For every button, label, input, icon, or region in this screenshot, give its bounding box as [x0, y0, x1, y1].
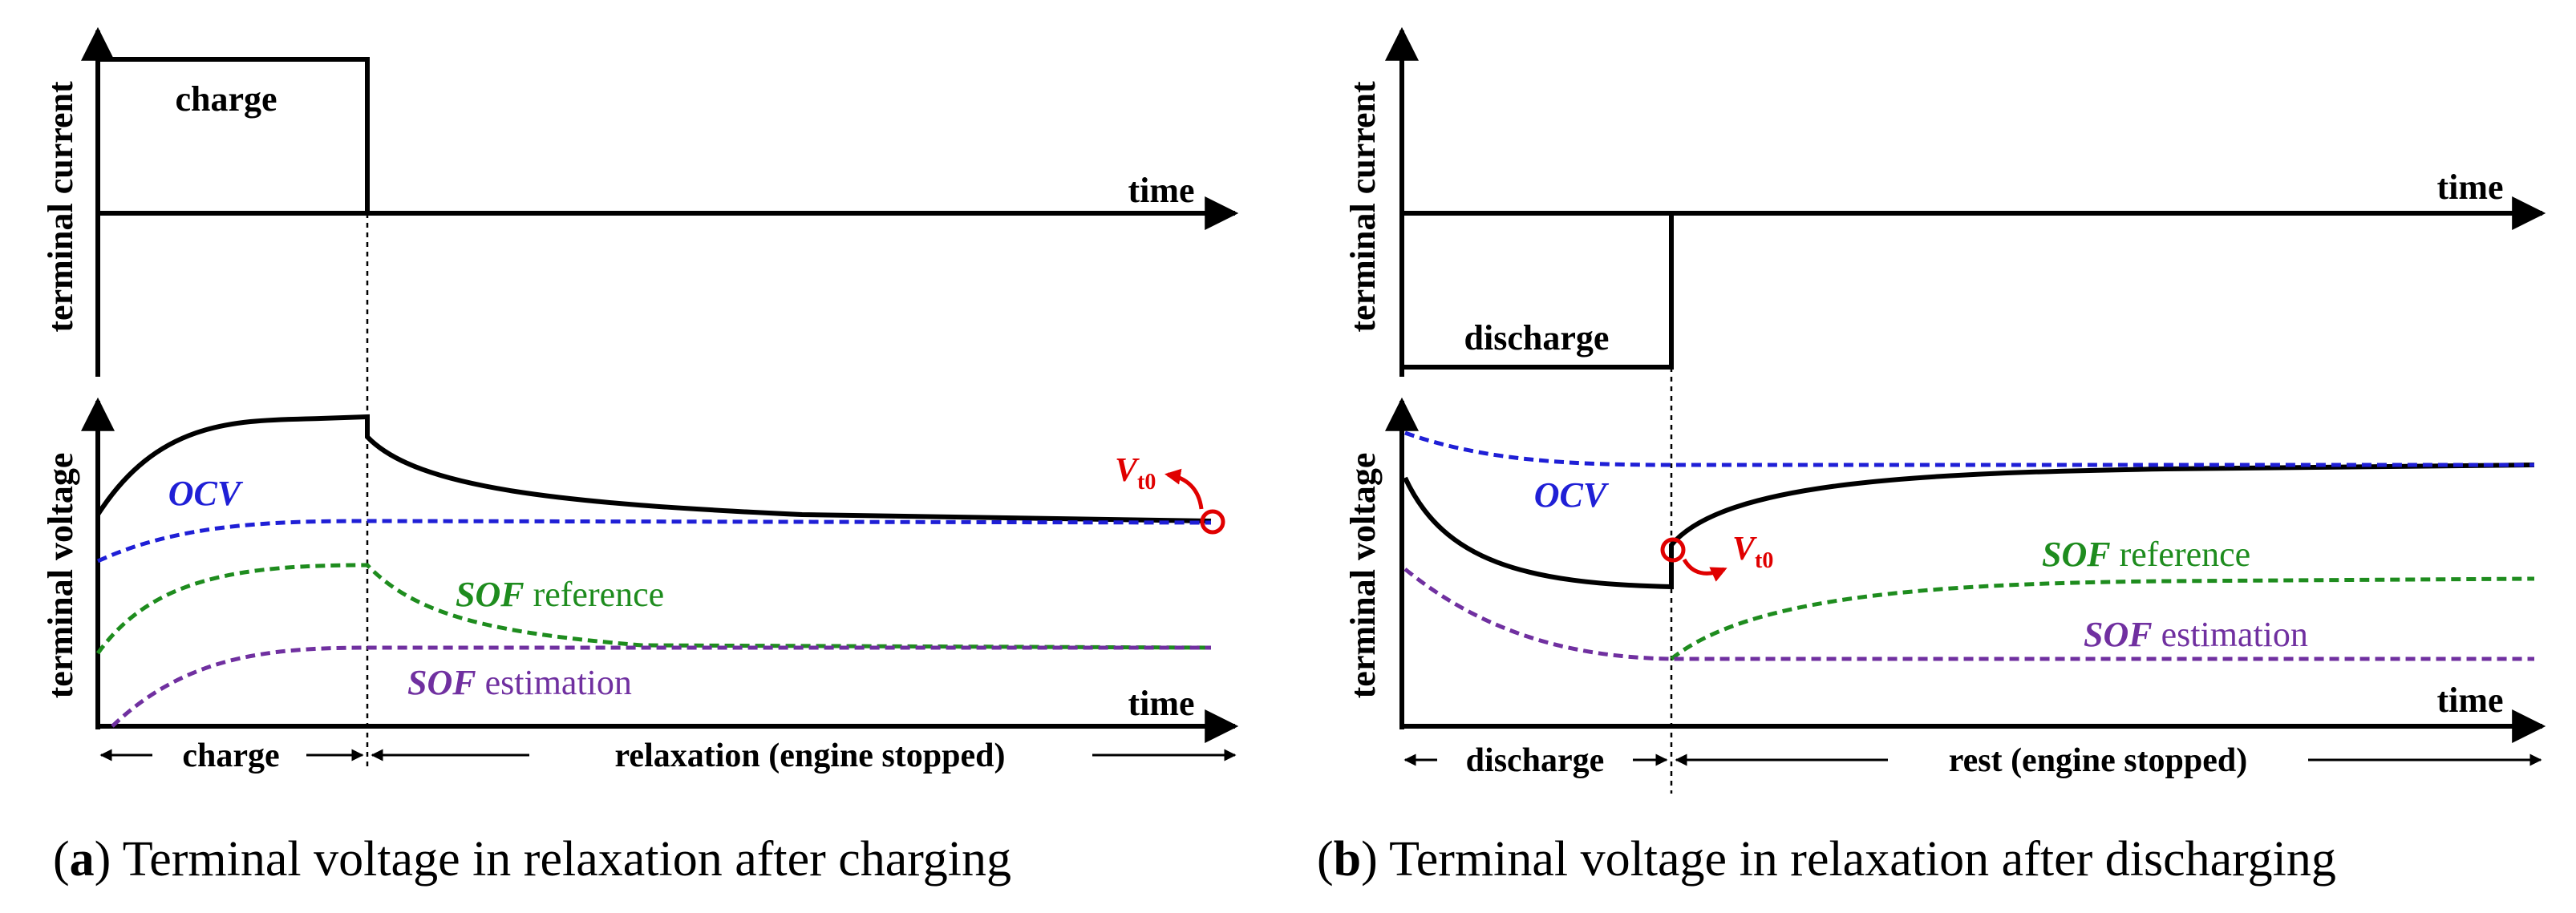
vt0-label: Vt0: [1115, 452, 1156, 495]
caption-a-letter: a: [70, 832, 95, 887]
caption-b: (b) Terminal voltage in relaxation after…: [1317, 832, 2336, 887]
vt0-marker: [1660, 537, 1686, 563]
vt0-arrow: [1682, 558, 1727, 582]
sof-estimation-curve: [111, 645, 1211, 728]
phase1-label: discharge: [1466, 742, 1605, 779]
sof-reference-curve: [95, 563, 1212, 655]
time-label-current: time: [2436, 168, 2503, 207]
voltage-axis-label: terminal voltage: [1343, 453, 1383, 699]
caption-b-letter: b: [1334, 832, 1361, 887]
panel-a: charge time terminal current terminal vo…: [41, 26, 1239, 887]
caption-b-close: ): [1361, 832, 1378, 887]
phase2-label: relaxation (engine stopped): [615, 737, 1006, 774]
sof-reference-italic: SOF: [2042, 535, 2111, 574]
caption-a-open: (: [53, 832, 70, 887]
current-axis-label: terminal current: [41, 81, 80, 333]
sof-reference-label: SOF reference: [2042, 535, 2250, 574]
charge-pulse-label: charge: [175, 79, 277, 119]
phase2-label: rest (engine stopped): [1949, 742, 2248, 779]
time-label-voltage: time: [2436, 681, 2503, 720]
discharge-pulse-label: discharge: [1464, 318, 1610, 358]
sof-estimation-rest: estimation: [2153, 615, 2308, 654]
sof-reference-italic: SOF: [456, 575, 525, 614]
charge-pulse: [98, 57, 370, 213]
sof-estimation-label: SOF estimation: [2084, 615, 2308, 654]
phase1-label: charge: [182, 737, 279, 774]
vt0-main: V: [1115, 452, 1140, 489]
time-label-current: time: [1128, 171, 1194, 210]
caption-b-open: (: [1317, 832, 1334, 887]
voltage-axis-label: terminal voltage: [41, 453, 80, 699]
caption-a-text: Terminal voltage in relaxation after cha…: [111, 832, 1011, 887]
vt0-sub: t0: [1137, 470, 1156, 495]
ocv-label: OCV: [168, 474, 244, 513]
caption-a-close: ): [95, 832, 111, 887]
time-label-voltage: time: [1128, 684, 1194, 723]
terminal-voltage-curve: [95, 414, 1212, 523]
vt0-label: Vt0: [1732, 531, 1773, 573]
vt0-sub: t0: [1755, 548, 1773, 573]
ocv-curve: [96, 519, 1212, 564]
sof-reference-curve: [1670, 576, 2535, 661]
caption-a: (a) Terminal voltage in relaxation after…: [53, 832, 1011, 887]
ocv-label: OCV: [1534, 475, 1610, 515]
sof-reference-rest: reference: [525, 575, 665, 614]
panel-b: discharge time terminal current terminal…: [1317, 26, 2546, 887]
sof-estimation-rest: estimation: [476, 663, 632, 702]
sof-estimation-curve: [1403, 568, 2534, 661]
sof-reference-label: SOF reference: [456, 575, 664, 614]
vt0-marker: [1200, 509, 1225, 535]
ocv-curve: [1404, 430, 2534, 467]
caption-b-text: Terminal voltage in relaxation after dis…: [1378, 832, 2336, 887]
sof-estimation-italic: SOF: [2084, 615, 2153, 654]
sof-reference-rest: reference: [2111, 535, 2251, 574]
terminal-voltage-curve: [1403, 463, 2535, 590]
vt0-arrow: [1164, 468, 1204, 510]
current-axis-label: terminal current: [1343, 81, 1383, 333]
sof-estimation-italic: SOF: [407, 663, 476, 702]
vt0-main: V: [1732, 531, 1757, 568]
sof-estimation-label: SOF estimation: [407, 663, 632, 702]
